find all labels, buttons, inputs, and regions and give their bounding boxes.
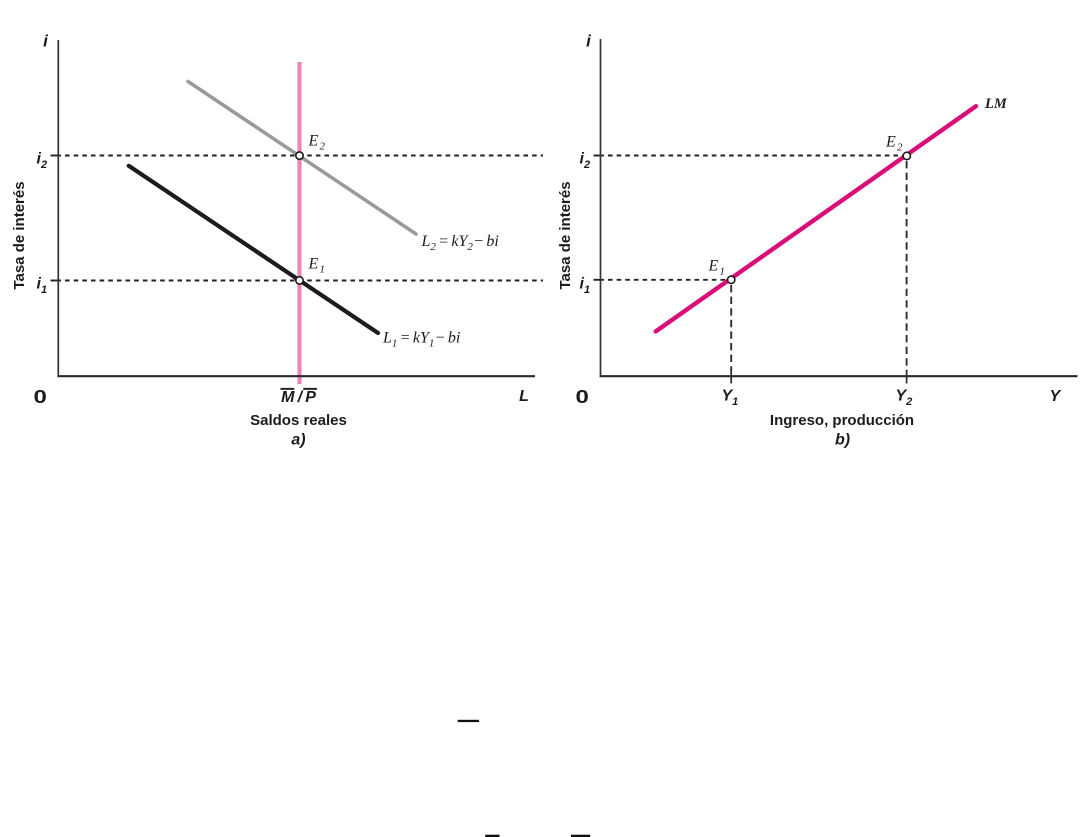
svg-text:i1: i1 [580, 276, 591, 297]
svg-text:i: i [586, 32, 592, 51]
svg-text:a): a) [291, 432, 305, 449]
svg-text:Tasa de interés: Tasa de interés [557, 181, 574, 289]
svg-text:L: L [519, 388, 529, 405]
svg-text:M / P: M / P [281, 389, 316, 406]
svg-text:Tasa de interés: Tasa de interés [11, 181, 28, 289]
svg-text:L1 = kY1 − bi: L1 = kY1 − bi [382, 330, 460, 350]
svg-text:i1: i1 [37, 276, 48, 297]
svg-text:i2: i2 [580, 151, 591, 172]
svg-text:Saldos reales: Saldos reales [250, 412, 347, 429]
svg-text:L2 = kY2 − bi: L2 = kY2 − bi [421, 233, 499, 253]
svg-text:b): b) [835, 432, 850, 449]
svg-text:Ingreso, producción: Ingreso, producción [770, 412, 914, 429]
svg-text:Y: Y [1049, 388, 1061, 405]
svg-text:0: 0 [34, 386, 47, 407]
svg-text:i: i [43, 32, 49, 51]
svg-text:LM: LM [984, 96, 1008, 112]
svg-text:0: 0 [576, 386, 589, 407]
svg-text:i2: i2 [37, 151, 48, 172]
